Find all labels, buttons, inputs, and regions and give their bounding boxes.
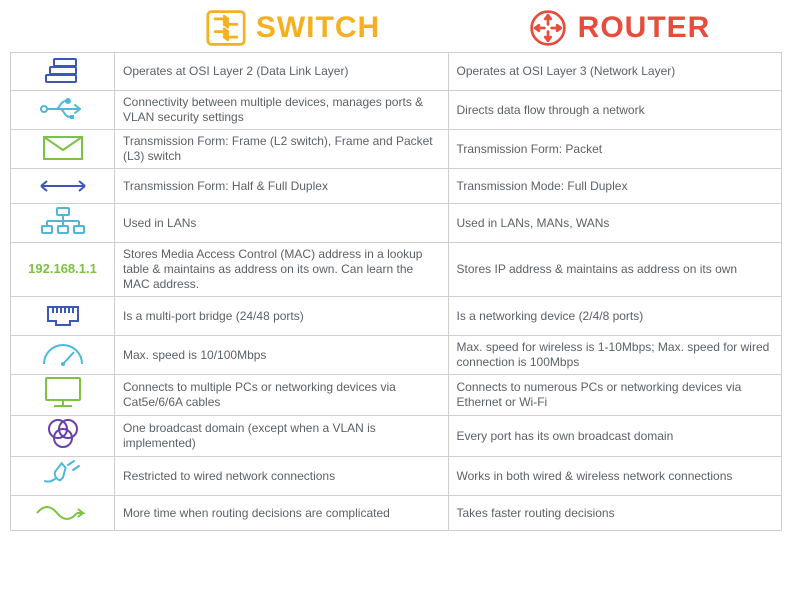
switch-title: SWITCH (256, 11, 380, 45)
switch-header-icon (206, 8, 246, 48)
table-row: Restricted to wired network connectionsW… (11, 457, 782, 496)
table-row: More time when routing decisions are com… (11, 496, 782, 531)
router-cell: Directs data flow through a network (448, 91, 782, 130)
router-cell: Stores IP address & maintains as address… (448, 243, 782, 297)
row-icon-cell (11, 496, 115, 531)
comparison-table: Operates at OSI Layer 2 (Data Link Layer… (10, 52, 782, 531)
table-row: Is a multi-port bridge (24/48 ports)Is a… (11, 297, 782, 336)
table-row: Transmission Form: Half & Full DuplexTra… (11, 169, 782, 204)
table-row: 192.168.1.1 Stores Media Access Control (… (11, 243, 782, 297)
switch-cell: Connects to multiple PCs or networking d… (115, 375, 449, 416)
router-cell: Is a networking device (2/4/8 ports) (448, 297, 782, 336)
switch-cell: Transmission Form: Frame (L2 switch), Fr… (115, 130, 449, 169)
table-row: Connectivity between multiple devices, m… (11, 91, 782, 130)
lan-topology-icon (33, 206, 93, 236)
router-title: ROUTER (578, 11, 711, 45)
switch-cell: Transmission Form: Half & Full Duplex (115, 169, 449, 204)
row-icon-cell (11, 375, 115, 416)
row-icon-cell (11, 53, 115, 91)
switch-cell: More time when routing decisions are com… (115, 496, 449, 531)
table-row: Operates at OSI Layer 2 (Data Link Layer… (11, 53, 782, 91)
monitor-icon (33, 377, 93, 407)
router-header-icon (528, 8, 568, 48)
row-icon-cell (11, 204, 115, 243)
router-header: ROUTER (456, 8, 782, 48)
wave-icon (33, 498, 93, 528)
gauge-icon (33, 339, 93, 369)
row-icon-cell: 192.168.1.1 (11, 243, 115, 297)
switch-cell: Operates at OSI Layer 2 (Data Link Layer… (115, 53, 449, 91)
switch-cell: Is a multi-port bridge (24/48 ports) (115, 297, 449, 336)
envelope-icon (33, 133, 93, 163)
router-cell: Takes faster routing decisions (448, 496, 782, 531)
router-cell: Connects to numerous PCs or networking d… (448, 375, 782, 416)
router-cell: Used in LANs, MANs, WANs (448, 204, 782, 243)
table-row: Used in LANsUsed in LANs, MANs, WANs (11, 204, 782, 243)
table-row: Max. speed is 10/100MbpsMax. speed for w… (11, 336, 782, 375)
rj45-port-icon (33, 299, 93, 329)
router-cell: Works in both wired & wireless network c… (448, 457, 782, 496)
switch-cell: Max. speed is 10/100Mbps (115, 336, 449, 375)
router-cell: Max. speed for wireless is 1-10Mbps; Max… (448, 336, 782, 375)
stack-icon (33, 55, 93, 85)
switch-cell: One broadcast domain (except when a VLAN… (115, 416, 449, 457)
switch-cell: Connectivity between multiple devices, m… (115, 91, 449, 130)
table-row: One broadcast domain (except when a VLAN… (11, 416, 782, 457)
table-row: Transmission Form: Frame (L2 switch), Fr… (11, 130, 782, 169)
switch-header: SWITCH (130, 8, 456, 48)
plug-icon (33, 459, 93, 489)
duplex-arrow-icon (33, 171, 93, 201)
router-cell: Transmission Mode: Full Duplex (448, 169, 782, 204)
comparison-header: SWITCH ROUTER (10, 6, 782, 50)
row-icon-cell (11, 169, 115, 204)
row-icon-cell (11, 297, 115, 336)
usb-icon (33, 94, 93, 124)
router-cell: Operates at OSI Layer 3 (Network Layer) (448, 53, 782, 91)
row-icon-cell (11, 416, 115, 457)
row-icon-cell (11, 336, 115, 375)
switch-cell: Restricted to wired network connections (115, 457, 449, 496)
switch-cell: Used in LANs (115, 204, 449, 243)
table-row: Connects to multiple PCs or networking d… (11, 375, 782, 416)
row-icon-cell (11, 457, 115, 496)
router-cell: Every port has its own broadcast domain (448, 416, 782, 457)
venn-icon (33, 418, 93, 448)
ip-text-icon: 192.168.1.1 (33, 255, 93, 285)
row-icon-cell (11, 91, 115, 130)
router-cell: Transmission Form: Packet (448, 130, 782, 169)
row-icon-cell (11, 130, 115, 169)
switch-cell: Stores Media Access Control (MAC) addres… (115, 243, 449, 297)
